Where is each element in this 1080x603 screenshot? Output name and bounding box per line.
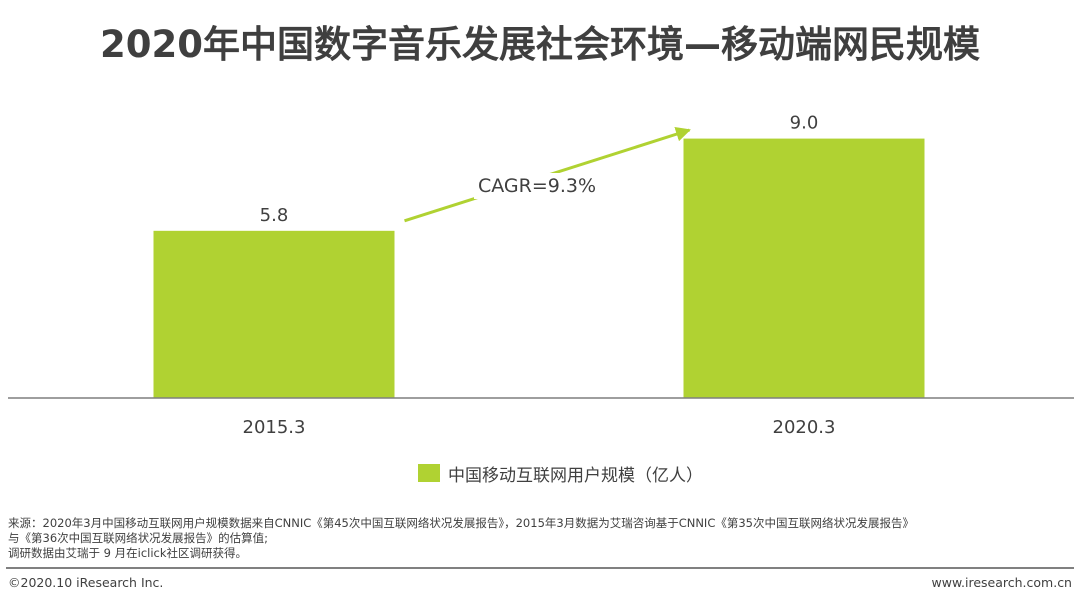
chart-title: 2020年中国数字音乐发展社会环境—移动端网民规模 <box>100 23 980 66</box>
footer-divider <box>6 567 1074 569</box>
legend-label: 中国移动互联网用户规模（亿人） <box>448 465 703 486</box>
x-tick-label-2020.3: 2020.3 <box>773 417 836 438</box>
source-line-2: 与《第36次中国互联网络状况发展报告》的估算值; <box>8 531 269 545</box>
bar-chart: 5.8 2015.3 9.0 2020.3 CAGR=9.3% <box>8 113 1074 438</box>
source-line-1: 来源：2020年3月中国移动互联网用户规模数据来自CNNIC《第45次中国互联网… <box>8 516 914 530</box>
legend-swatch <box>418 464 440 482</box>
bar-2020.3 <box>683 138 925 398</box>
source-line-3: 调研数据由艾瑞于 9 月在iclick社区调研获得。 <box>8 546 248 560</box>
cagr-annotation: CAGR=9.3% <box>478 175 596 197</box>
source-note: 来源：2020年3月中国移动互联网用户规模数据来自CNNIC《第45次中国互联网… <box>8 516 1076 561</box>
legend: 中国移动互联网用户规模（亿人） <box>418 462 703 486</box>
copyright: ©2020.10 iResearch Inc. <box>8 575 164 590</box>
data-label-2020.3: 9.0 <box>790 113 819 134</box>
x-tick-label-2015.3: 2015.3 <box>243 417 306 438</box>
data-label-2015.3: 5.8 <box>260 205 289 226</box>
cagr-label-background <box>473 173 601 199</box>
bar-2015.3 <box>153 230 395 398</box>
website-link[interactable]: www.iresearch.com.cn <box>931 575 1073 590</box>
